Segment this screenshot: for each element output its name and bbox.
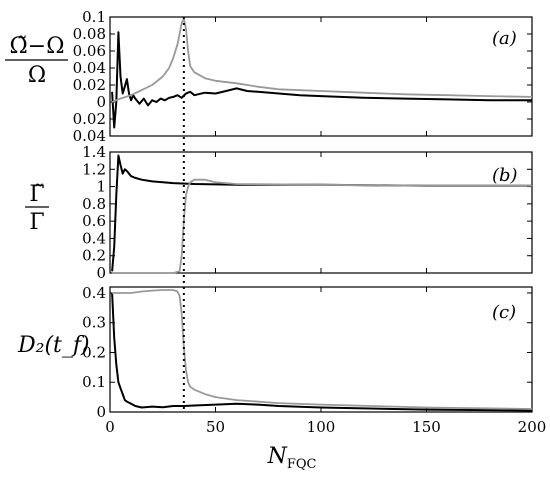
panel-a-ylabel: Ω̃−Ω Ω: [5, 34, 68, 88]
panel-b-series-black-line: [111, 154, 532, 272]
x-tick-label: 50: [206, 418, 225, 436]
panel-b-ytick-label: 0.4: [82, 229, 106, 247]
panel-b-label: (b): [492, 165, 518, 186]
panel-c-series-gray-line: [112, 289, 533, 410]
panel-a-ylabel-denominator: Ω: [28, 63, 46, 88]
panel-b-ytick-label: 0.8: [82, 195, 106, 213]
panel-c-yticks: 0.4 0.3 0.2 0.1 0: [82, 284, 533, 421]
x-tick-label: 0: [105, 418, 115, 436]
panel-a-ytick-label: 0.04: [73, 59, 106, 77]
panel-a-series-black-line: [111, 31, 532, 129]
panel-c-lines: [111, 289, 533, 412]
panel-b: 1.41.210.80.60.40.20 (b) Γ̃ Γ: [25, 143, 533, 282]
panel-a-ytick-label: 0.02: [73, 110, 106, 128]
panel-a-ytick-label: 0: [96, 93, 106, 111]
panel-c-ytick-label: 0: [96, 403, 106, 421]
panel-b-ylabel: Γ̃ Γ: [25, 182, 49, 235]
panel-b-ytick-label: 0.6: [82, 212, 106, 230]
panel-c-frame: [109, 286, 533, 413]
panel-a-ytick-label: 0.04: [73, 127, 106, 145]
panel-a-lines: [111, 17, 533, 129]
panel-c-ytick-label: 0.4: [82, 284, 106, 302]
panel-c-series-black-line: [111, 292, 533, 412]
x-axis-label-main: N: [267, 444, 288, 469]
panel-b-yticks: 1.41.210.80.60.40.20: [82, 143, 533, 282]
panel-b-frame: [109, 151, 533, 274]
panel-a-series-gray-line: [111, 17, 533, 103]
x-tick-label: 200: [518, 418, 547, 436]
panel-c-ytick-label: 0.2: [82, 343, 106, 361]
panel-c-ylabel: D₂(t_f): [17, 333, 90, 358]
panel-a-ytick-label: 0.06: [73, 42, 106, 60]
panel-a-ytick-label: 0.08: [73, 25, 106, 43]
panel-c: 0.4 0.3 0.2 0.1 0 0 50 100 150 200 (c) D₂(t_f): [17, 284, 546, 436]
panel-c-ytick-label: 0.1: [82, 373, 106, 391]
panel-a-ytick-label: 0.02: [73, 76, 106, 94]
panel-c-xticks: 0 50 100 150 200: [105, 418, 546, 436]
panel-b-ylabel-denominator: Γ: [29, 210, 44, 235]
panel-a-label: (a): [492, 28, 517, 49]
x-axis-label: NFQC: [267, 444, 317, 472]
panel-a-ytick-label: 0.1: [82, 8, 106, 26]
x-tick-label: 150: [412, 418, 441, 436]
panel-b-ytick-label: 0.2: [82, 247, 106, 265]
x-tick-label: 100: [307, 418, 336, 436]
panel-c-label: (c): [492, 302, 516, 323]
panel-b-ylabel-numerator: Γ̃: [29, 182, 44, 207]
panel-b-ytick-label: 1.2: [82, 160, 106, 178]
panel-b-ytick-label: 1: [96, 178, 106, 196]
panel-b-series-gray-line: [112, 178, 532, 274]
panel-b-ytick-label: 1.4: [82, 143, 106, 161]
x-axis-label-subscript: FQC: [287, 457, 317, 472]
panel-c-ytick-label: 0.3: [82, 314, 106, 332]
panel-a-frame: [109, 16, 533, 137]
panel-b-ytick-label: 0: [96, 264, 106, 282]
panel-a-ylabel-numerator: Ω̃−Ω: [10, 34, 65, 59]
panel-b-lines: [111, 154, 532, 274]
